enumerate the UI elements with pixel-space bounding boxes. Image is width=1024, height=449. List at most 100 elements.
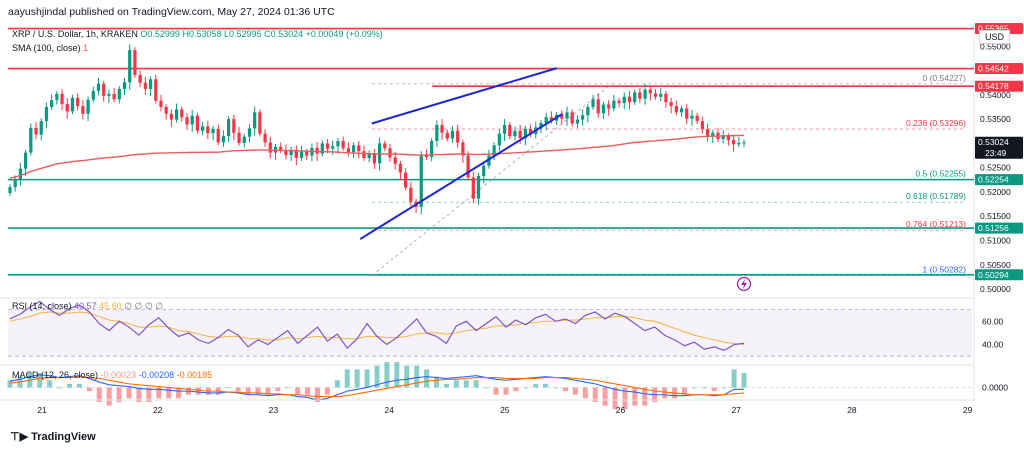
macd-histogram-bar (136, 387, 142, 402)
price-tag-label: 0.51256 (978, 223, 1009, 233)
candle-body (336, 140, 340, 147)
macd-histogram-bar (602, 387, 608, 406)
fib-level-label: 1 (0.50282) (923, 264, 967, 274)
channel-trend-line (359, 112, 564, 240)
high-value: H0.53058 (182, 29, 222, 39)
candle-body (143, 82, 147, 90)
candle-body (591, 99, 595, 107)
sma-legend: SMA (100, close) 1 (12, 43, 88, 53)
sma-label: SMA (100, close) (12, 43, 81, 53)
macd-histogram-bar (255, 387, 261, 395)
macd-histogram-bar (414, 365, 420, 388)
time-tick-label: 23 (269, 405, 279, 415)
candle-body (164, 106, 168, 114)
candle-body (653, 93, 658, 97)
candle-body (513, 130, 517, 137)
candle-body (622, 96, 626, 104)
price-tick-label: 0.54000 (980, 90, 1011, 100)
macd-histogram-bar (523, 387, 529, 389)
candle-body (638, 92, 642, 99)
macd-histogram-bar (731, 369, 737, 388)
candle-body (409, 187, 413, 202)
candle-body (289, 149, 293, 156)
candle-body (34, 127, 38, 135)
candle-body (190, 115, 194, 125)
macd-histogram-bar (106, 387, 112, 406)
candle-body (102, 83, 106, 96)
macd-histogram-bar (176, 387, 182, 399)
candle-body (726, 136, 730, 141)
rsi-band (8, 309, 972, 357)
time-tick-label: 26 (616, 405, 626, 415)
fib-level-label: 0.764 (0.51213) (906, 219, 966, 229)
candle-body (331, 146, 335, 149)
candle-body (133, 50, 137, 75)
candle-body (404, 172, 408, 188)
macd-v2: -0.00208 (138, 370, 175, 380)
candle-body (258, 112, 262, 134)
change-value: +0.00049 (+0.09%) (305, 29, 383, 39)
macd-histogram-bar (553, 387, 559, 389)
price-tag (975, 222, 1023, 234)
time-tick-label: 21 (37, 405, 47, 415)
macd-histogram-bar (443, 383, 449, 388)
candle-body (117, 89, 121, 100)
macd-histogram-bar (195, 387, 201, 395)
candle-body (284, 150, 288, 156)
price-tag-label: 0.54542 (978, 64, 1009, 74)
candle-body (91, 90, 95, 100)
candle-body (18, 168, 23, 180)
candle-body (154, 79, 158, 101)
open-value: O0.52999 (140, 29, 180, 39)
candle-body (242, 136, 246, 143)
time-tick-label: 29 (963, 405, 973, 415)
time-tick-label: 27 (731, 405, 741, 415)
symbol-line: XRP / U.S. Dollar, 1h, KRAKEN O0.52999 H… (12, 29, 383, 39)
candle-body (138, 74, 142, 83)
candle-body (180, 109, 184, 118)
candle-body (185, 117, 189, 125)
macd-histogram-bar (543, 383, 549, 388)
macd-histogram-bar (612, 387, 618, 410)
candle-body (560, 114, 564, 119)
candle-body (424, 155, 429, 157)
candle-body (195, 115, 200, 131)
candle-body (669, 102, 673, 107)
macd-histogram-bar (741, 373, 747, 388)
candle-body (44, 106, 49, 122)
candle-body (539, 123, 543, 128)
candle-body (581, 115, 585, 120)
macd-histogram-bar (225, 387, 231, 389)
macd-histogram-bar (642, 387, 648, 406)
price-tag-label: 0.50294 (978, 270, 1009, 280)
candle-body (50, 100, 54, 107)
candle-body (169, 113, 173, 120)
candle-body (232, 119, 236, 133)
price-tick-label: 0.51500 (980, 211, 1011, 221)
candle-body (305, 151, 309, 156)
macd-histogram-bar (265, 387, 271, 395)
macd-histogram-bar (622, 387, 628, 410)
macd-histogram-bar (324, 387, 330, 395)
rsi-empty-values: ∅ ∅ ∅ ∅ (124, 301, 164, 311)
macd-tick-label: 0.0000 (982, 383, 1008, 393)
candle-body (383, 143, 387, 149)
candle-body (148, 79, 153, 90)
candle-body (362, 151, 366, 158)
candle-body (633, 92, 637, 103)
currency-badge[interactable]: USD (978, 30, 1010, 44)
macd-histogram-bar (404, 365, 410, 388)
tradingview-brand: TradingView (31, 431, 96, 443)
macd-histogram-bar (424, 369, 430, 388)
candle-body (492, 145, 496, 156)
candle-body (731, 140, 736, 145)
candle-body (128, 50, 132, 83)
publisher-line: aayushjindal published on TradingView.co… (8, 6, 335, 18)
macd-histogram-bar (473, 380, 479, 388)
candle-body (107, 93, 111, 96)
price-tick-label: 0.51000 (980, 236, 1011, 246)
price-tag (975, 80, 1023, 92)
sma-100-line (9, 134, 745, 179)
candle-body (523, 128, 527, 139)
